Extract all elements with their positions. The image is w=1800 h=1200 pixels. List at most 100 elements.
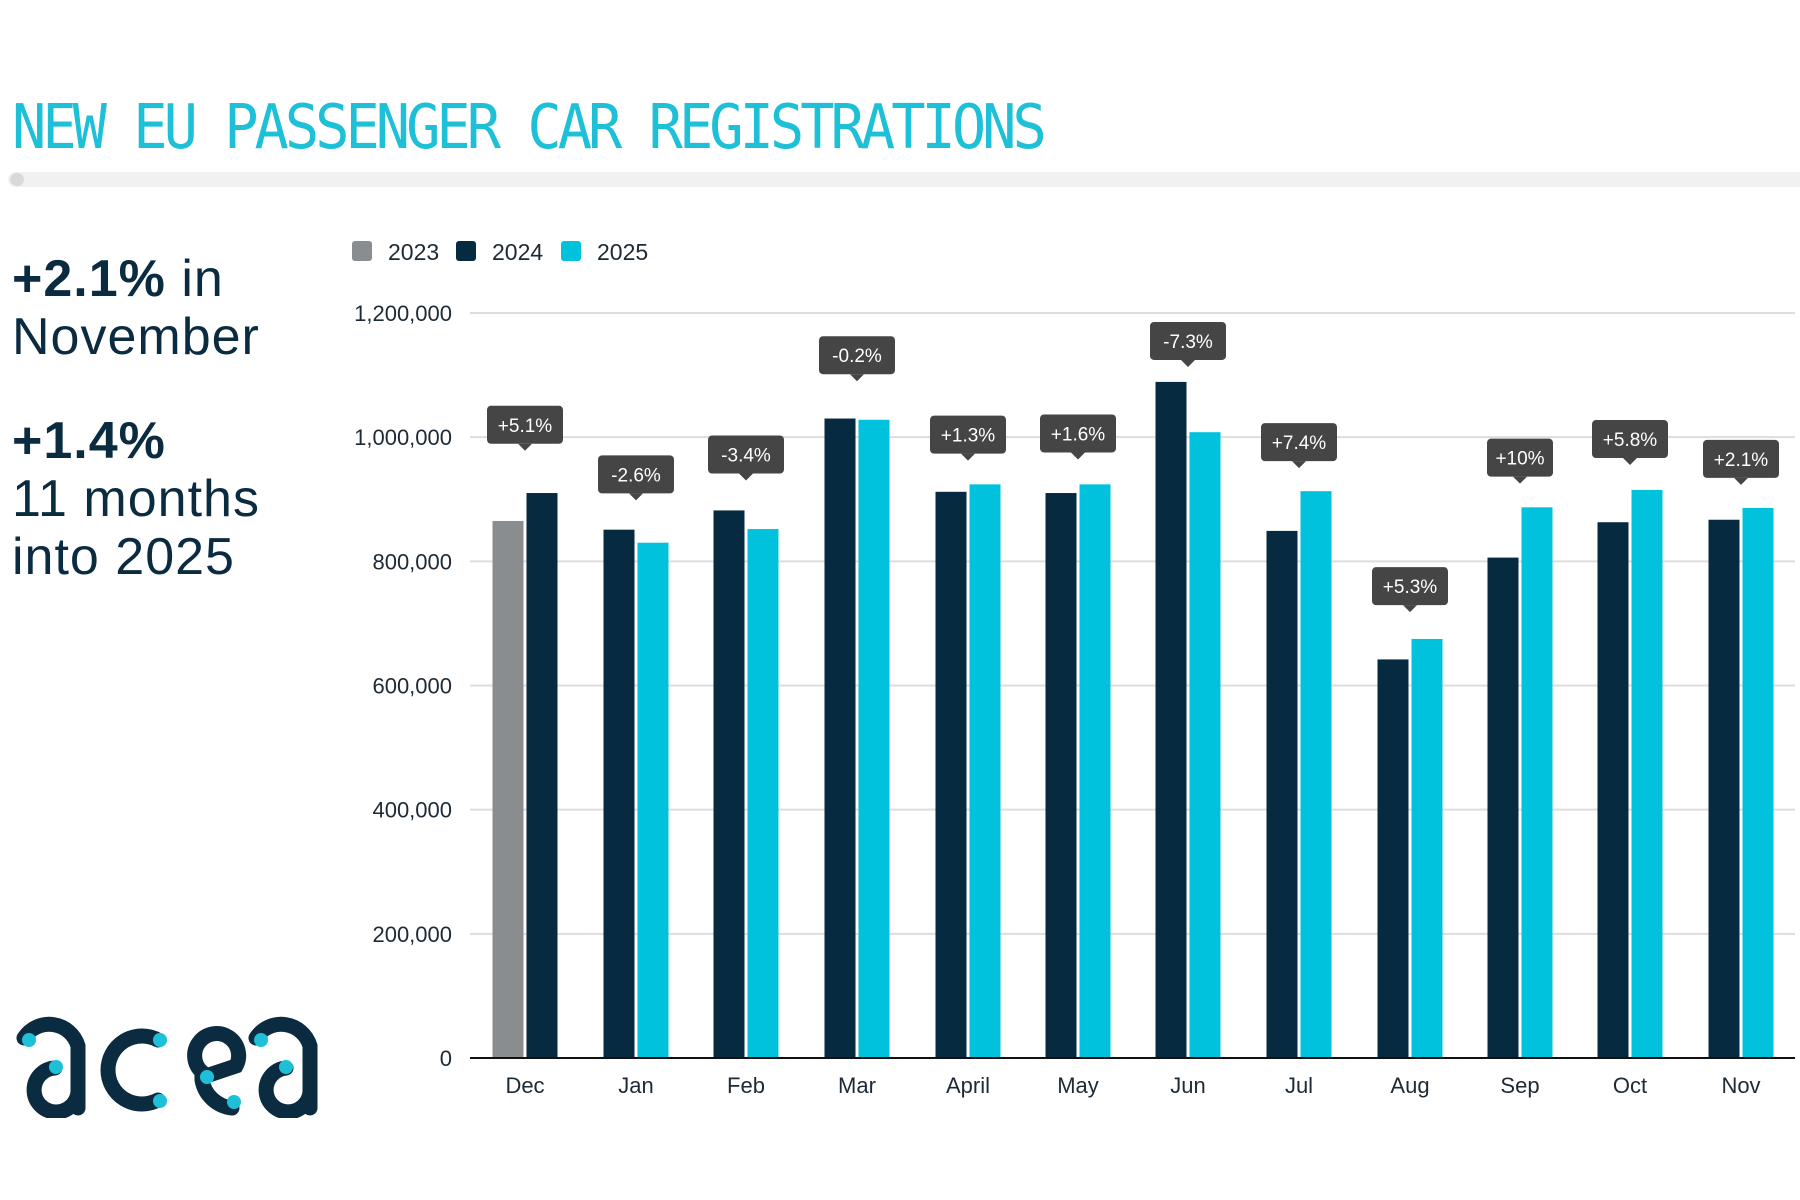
legend-label-2023: 2023 bbox=[388, 239, 439, 265]
annotation-pointer bbox=[1403, 605, 1417, 613]
annotation-pointer bbox=[518, 443, 532, 451]
kpi-november: +2.1% in November bbox=[12, 250, 260, 366]
annotation-bubble: -2.6% bbox=[598, 455, 674, 501]
bar-april-2024 bbox=[935, 491, 967, 1058]
legend-swatch-2024 bbox=[456, 241, 476, 261]
x-tick-label: Aug bbox=[1390, 1073, 1429, 1098]
bar-april-2025 bbox=[969, 484, 1001, 1059]
annotation-bubble: +2.1% bbox=[1703, 439, 1779, 485]
annotation-bubble: +5.1% bbox=[487, 405, 563, 451]
annotation-pointer bbox=[739, 473, 753, 481]
annotation-bubble: +10% bbox=[1487, 438, 1553, 484]
x-tick-label: Mar bbox=[838, 1073, 876, 1098]
chart-bars bbox=[492, 381, 1774, 1059]
y-tick-label: 1,200,000 bbox=[354, 301, 452, 326]
kpi-ytd-value: +1.4% bbox=[12, 412, 166, 470]
annotation-box bbox=[598, 455, 674, 494]
bar-aug-2025 bbox=[1411, 638, 1443, 1058]
title-divider-bar bbox=[8, 172, 1800, 187]
x-tick-label: Jul bbox=[1285, 1073, 1313, 1098]
annotation-box bbox=[1040, 414, 1116, 453]
bar-may-2025 bbox=[1079, 484, 1111, 1059]
annotation-pointer bbox=[629, 493, 643, 501]
annotation-bubble: -3.4% bbox=[708, 435, 784, 481]
annotation-label: +5.3% bbox=[1383, 577, 1438, 598]
annotation-label: +10% bbox=[1495, 449, 1544, 470]
annotation-box bbox=[819, 336, 895, 375]
annotation-label: +1.3% bbox=[941, 426, 996, 447]
kpi-november-value: +2.1% bbox=[12, 250, 166, 308]
annotation-label: +1.6% bbox=[1051, 424, 1106, 445]
bar-nov-2024 bbox=[1708, 519, 1740, 1058]
x-tick-label: Oct bbox=[1613, 1073, 1647, 1098]
annotation-label: -3.4% bbox=[721, 446, 771, 467]
annotation-pointer bbox=[1734, 477, 1748, 485]
bar-may-2024 bbox=[1045, 493, 1077, 1059]
divider-dot bbox=[10, 173, 24, 186]
kpi-november-label: November bbox=[12, 308, 260, 366]
annotation-label: +5.1% bbox=[498, 416, 553, 437]
annotation-box bbox=[1150, 321, 1226, 360]
legend-label-2024: 2024 bbox=[492, 239, 543, 265]
y-tick-label: 1,000,000 bbox=[354, 425, 452, 450]
annotation-pointer bbox=[1623, 458, 1637, 466]
bar-sep-2024 bbox=[1487, 557, 1519, 1058]
bar-oct-2025 bbox=[1631, 489, 1663, 1058]
y-tick-label: 400,000 bbox=[372, 798, 452, 823]
bar-jun-2024 bbox=[1155, 381, 1187, 1059]
annotation-label: +5.8% bbox=[1603, 430, 1658, 451]
annotation-pointer bbox=[961, 453, 975, 461]
x-tick-label: Sep bbox=[1500, 1073, 1539, 1098]
annotation-box bbox=[1592, 420, 1668, 459]
kpi-november-suffix: in bbox=[165, 250, 224, 308]
legend-swatch-2023 bbox=[352, 241, 372, 261]
bar-dec-2024 bbox=[526, 493, 558, 1059]
bar-mar-2025 bbox=[858, 419, 890, 1058]
kpi-ytd-label-line2: into 2025 bbox=[12, 528, 235, 586]
annotation-pointer bbox=[1513, 476, 1527, 484]
annotation-label: -0.2% bbox=[832, 346, 882, 367]
annotation-bubble: -0.2% bbox=[819, 336, 895, 382]
annotation-bubble: +7.4% bbox=[1261, 423, 1337, 469]
x-tick-label: Jan bbox=[618, 1073, 653, 1098]
y-axis: 0 200,000 400,000 600,000 800,000 1,000,000 1,… bbox=[354, 301, 452, 1071]
annotation-label: +7.4% bbox=[1272, 433, 1327, 454]
annotation-pointer bbox=[1181, 359, 1195, 367]
chart-annotations: +5.1% -2.6% -3.4% -0.2% +1.3% +1.6% -7.3% +7.4%… bbox=[487, 321, 1779, 613]
x-tick-label: Feb bbox=[727, 1073, 765, 1098]
annotation-box bbox=[1703, 439, 1779, 478]
y-tick-label: 600,000 bbox=[372, 674, 452, 699]
y-tick-label: 200,000 bbox=[372, 922, 452, 947]
annotation-bubble: -7.3% bbox=[1150, 321, 1226, 367]
y-tick-label: 0 bbox=[440, 1046, 452, 1071]
annotation-label: -7.3% bbox=[1163, 332, 1213, 353]
annotation-box bbox=[930, 415, 1006, 454]
acea-logo bbox=[10, 1008, 320, 1123]
bar-feb-2024 bbox=[713, 510, 745, 1058]
y-tick-label: 800,000 bbox=[372, 549, 452, 574]
bar-oct-2024 bbox=[1597, 522, 1629, 1058]
annotation-label: +2.1% bbox=[1714, 450, 1769, 471]
chart-gridlines bbox=[470, 312, 1795, 935]
bar-jan-2024 bbox=[603, 529, 635, 1058]
bar-jan-2025 bbox=[637, 542, 669, 1058]
legend-swatch-2025 bbox=[561, 241, 581, 261]
x-tick-label: May bbox=[1057, 1073, 1099, 1098]
bar-jun-2025 bbox=[1189, 432, 1221, 1058]
annotation-box bbox=[1372, 567, 1448, 606]
bar-mar-2024 bbox=[824, 418, 856, 1059]
annotation-label: -2.6% bbox=[611, 465, 661, 486]
annotation-bubble: +1.6% bbox=[1040, 414, 1116, 460]
annotation-bubble: +5.3% bbox=[1372, 567, 1448, 613]
annotation-box bbox=[1261, 423, 1337, 462]
annotation-box bbox=[708, 435, 784, 474]
annotation-box bbox=[487, 405, 563, 444]
bar-dec-2023 bbox=[492, 520, 524, 1058]
legend-label-2025: 2025 bbox=[597, 239, 648, 265]
annotation-pointer bbox=[850, 374, 864, 382]
annotation-box bbox=[1487, 438, 1553, 477]
annotation-bubble: +1.3% bbox=[930, 415, 1006, 461]
chart-legend: 2023 2024 2025 bbox=[352, 239, 648, 265]
acea-logo-icon bbox=[16, 1016, 318, 1120]
